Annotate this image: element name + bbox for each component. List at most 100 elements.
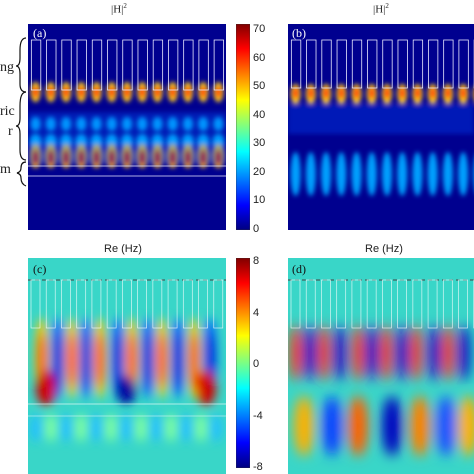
- panel-d-label: (d): [292, 262, 306, 276]
- panel-d-lobe: [380, 325, 392, 381]
- panel-a-hotspot: [154, 86, 161, 98]
- colorbar-top-tick: 0: [253, 223, 260, 235]
- panel-c-lobe: [90, 414, 102, 442]
- panel-c-grating-bar: [91, 279, 102, 329]
- panel-d-lobe: [348, 396, 368, 456]
- panel-b-grating-bar: [290, 39, 302, 89]
- panel-c-lobe: [150, 414, 162, 442]
- colorbar-bottom-tick: -8: [253, 461, 263, 473]
- panel-b-lobe: [442, 152, 453, 196]
- side-braces: [15, 37, 27, 187]
- colorbar-top-tick: 30: [253, 137, 266, 150]
- colorbar-top-tick: 10: [253, 194, 266, 207]
- panel-a-hotspot: [47, 86, 54, 98]
- panel-d-grating-bar: [305, 279, 316, 329]
- panel-c-lobe: [196, 370, 216, 406]
- panel-c-lobe: [116, 376, 136, 404]
- panel-d-grating-bar: [397, 279, 407, 329]
- panel-a-hotspot: [215, 86, 222, 98]
- panel-b-lobe: [458, 152, 469, 196]
- colorbar-bottom-tick: 8: [253, 255, 260, 267]
- panel-d-lobe: [458, 396, 474, 456]
- colorbar-bottom-tick: 0: [253, 358, 260, 370]
- panel-d-lobe: [428, 325, 440, 381]
- panel-b-band: [288, 104, 474, 134]
- panel-d-lobe: [436, 396, 456, 456]
- panel-c-lobe: [135, 414, 147, 442]
- panel-b-grating-bar: [397, 39, 408, 89]
- panel-c-grating-bar: [76, 279, 87, 329]
- panel-c-lobe: [105, 414, 117, 442]
- panel-a-grating-bar: [168, 39, 179, 91]
- panel-c-lobe: [190, 332, 198, 388]
- panel-c-grating-bar: [137, 279, 147, 329]
- panel-d-heatmap: [288, 258, 474, 474]
- panel-c-lobe: [30, 414, 42, 442]
- panel-c-grating-bar: [61, 279, 71, 329]
- panel-b-hotspot: [307, 87, 314, 99]
- panel-a-grating-bar: [107, 39, 118, 91]
- panel-a-hotspot: [169, 86, 176, 98]
- panel-c-lobe: [75, 414, 87, 442]
- panel-b-lobe: [321, 152, 332, 196]
- panel-c-grating-bar: [45, 279, 56, 329]
- panel-a-grating-bar: [61, 39, 72, 91]
- panel-a-grating-bar: [30, 39, 42, 91]
- panel-b-grating-bar: [458, 39, 469, 89]
- panel-d-grating-bar: [366, 279, 377, 329]
- panel-a-grating-bar: [76, 39, 87, 91]
- panel-c-lobe: [180, 414, 192, 442]
- panel-a-hotspot: [63, 86, 70, 98]
- panel-b-grating-bar: [443, 39, 454, 89]
- panel-b-grating-bar: [336, 39, 347, 89]
- panel-a-grating-bar: [152, 39, 164, 91]
- panel-b-grating-bar: [351, 39, 363, 89]
- panel-d-lobe: [352, 325, 364, 381]
- side-label-grating: ng: [0, 60, 14, 75]
- panel-c-grating-bar: [213, 279, 224, 329]
- panel-c-grating-bar: [122, 279, 132, 329]
- colorbar-top-tick: 70: [253, 23, 266, 35]
- panel-d-grating-bar: [336, 279, 347, 329]
- panel-d-lobe: [322, 396, 342, 456]
- panel-c-lobe: [195, 414, 207, 442]
- panel-d-grating-bar: [382, 279, 392, 329]
- panel-d-lobe: [410, 325, 422, 381]
- panel-a-grating-bar: [183, 39, 194, 91]
- panel-d-lobe: [294, 396, 314, 456]
- panel-c-grating-bar: [152, 279, 163, 329]
- panel-d-grating-bar: [412, 279, 423, 329]
- panel-a-hotspot: [200, 86, 207, 98]
- panel-c-lobe: [174, 332, 182, 388]
- panel-d-lobe: [410, 396, 430, 456]
- panel-c-lobe: [54, 332, 62, 388]
- panel-b-heatmap: [288, 24, 474, 230]
- panel-c-lobe: [120, 414, 132, 442]
- panel-b-lobe: [305, 152, 316, 196]
- panel-c-lobe: [128, 332, 136, 388]
- panel-a-grating-bar: [122, 39, 133, 91]
- panel-b-hotspot: [429, 87, 436, 99]
- panel-b-hotspot: [444, 87, 451, 99]
- side-label-dielectric: ric: [0, 104, 15, 119]
- panel-b-lobe: [351, 152, 362, 196]
- panel-d-lobe: [382, 396, 402, 456]
- panel-c-lobe: [158, 332, 166, 388]
- panel-b-grating-bar: [412, 39, 424, 89]
- panel-a-hotspot: [139, 86, 146, 98]
- panel-b-hotspot: [353, 87, 360, 99]
- colorbar-top-tick: 60: [253, 51, 266, 64]
- panel-c-lobe: [210, 414, 222, 442]
- colorbar-top-tick: 40: [253, 108, 266, 121]
- panel-b-grating-bar: [306, 39, 317, 89]
- side-label-layer: r: [8, 124, 13, 139]
- panel-a-grating-bar: [91, 39, 103, 91]
- panel-b-hotspot: [368, 87, 375, 99]
- panel-d-lobe: [442, 325, 454, 381]
- panel-d-lobe: [304, 325, 316, 381]
- panel-a-hotspot: [124, 86, 130, 98]
- panel-c-grating-bar: [30, 279, 41, 329]
- panel-b-grating-bar: [367, 39, 378, 89]
- panel-a-grating-bar: [46, 39, 57, 91]
- panel-c-lobe: [82, 332, 90, 388]
